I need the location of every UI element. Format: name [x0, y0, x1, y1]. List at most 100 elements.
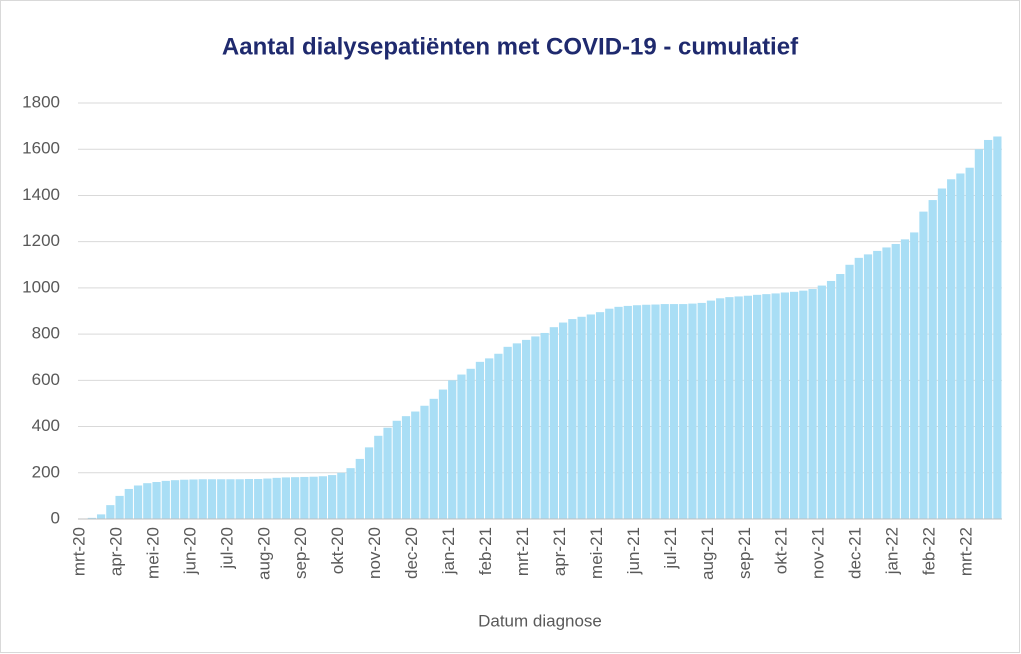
bar: [974, 149, 984, 519]
bar: [485, 358, 494, 519]
bar: [374, 435, 383, 519]
y-tick-label: 1200: [22, 231, 60, 250]
bar: [364, 447, 374, 519]
bar: [808, 289, 817, 519]
bar: [429, 398, 438, 519]
bar: [623, 305, 632, 519]
bar: [873, 250, 882, 519]
y-tick-label: 1400: [22, 185, 60, 204]
bar: [226, 479, 235, 519]
x-tick-label: apr-20: [106, 527, 125, 576]
y-tick-label: 1600: [22, 139, 60, 158]
bar: [198, 479, 207, 519]
x-tick-label: apr-21: [550, 527, 569, 576]
y-tick-label: 400: [32, 416, 60, 435]
x-tick-label: okt-21: [772, 527, 791, 574]
bar: [124, 488, 133, 519]
bar: [688, 303, 697, 519]
bar: [300, 476, 309, 519]
x-tick-label: jan-21: [439, 527, 458, 575]
bar: [928, 200, 937, 520]
bar: [309, 476, 318, 519]
x-tick-label: nov-21: [809, 527, 828, 579]
x-tick-label: feb-21: [476, 527, 495, 575]
bar: [919, 211, 928, 519]
bar: [189, 479, 198, 519]
x-tick-label: jun-21: [624, 527, 643, 575]
bar: [937, 188, 947, 519]
bar: [457, 374, 466, 519]
bar: [780, 292, 789, 519]
y-tick-label: 200: [32, 462, 60, 481]
bar: [355, 458, 364, 519]
y-tick-label: 1000: [22, 277, 60, 296]
bar: [558, 322, 568, 519]
bar: [448, 380, 457, 519]
bar: [327, 475, 337, 519]
y-tick-label: 1800: [22, 92, 60, 111]
bar: [614, 306, 623, 519]
bar: [170, 480, 180, 519]
bar: [706, 300, 716, 519]
bar: [133, 485, 143, 519]
bar: [401, 416, 411, 519]
bar: [392, 420, 401, 519]
bar: [254, 479, 263, 519]
bar: [96, 514, 106, 519]
bar: [947, 179, 956, 519]
bar: [466, 368, 475, 519]
bar: [318, 476, 327, 519]
x-tick-label: jun-20: [180, 527, 199, 575]
bar: [244, 479, 254, 519]
bar: [743, 295, 753, 519]
bar: [651, 304, 660, 519]
bar: [115, 495, 124, 519]
bar: [586, 314, 595, 519]
bar: [522, 339, 531, 519]
bar: [817, 285, 826, 519]
x-tick-label: sep-20: [291, 527, 310, 579]
bar: [420, 405, 429, 519]
bar: [716, 298, 725, 519]
bar: [854, 257, 863, 519]
bar: [826, 280, 836, 519]
bar: [568, 319, 577, 519]
bar: [679, 304, 688, 519]
bar: [642, 304, 651, 519]
bar: [87, 517, 96, 519]
bar: [632, 305, 642, 519]
bar: [577, 316, 586, 519]
bar: [836, 274, 845, 519]
x-tick-label: mrt-21: [513, 527, 532, 576]
bar: [152, 482, 161, 519]
bar: [272, 477, 281, 519]
x-tick-label: sep-21: [735, 527, 754, 579]
bar: [595, 312, 605, 519]
bar: [549, 327, 558, 519]
bar: [891, 243, 900, 519]
x-tick-label: okt-20: [328, 527, 347, 574]
bar: [697, 302, 706, 519]
bar: [346, 468, 355, 519]
bar: [383, 427, 392, 519]
x-tick-label: feb-22: [920, 527, 939, 575]
x-tick-label: dec-21: [846, 527, 865, 579]
bar: [789, 291, 799, 519]
bar: [956, 173, 965, 519]
bar: [984, 139, 993, 519]
bar: [725, 297, 734, 519]
bar: [106, 505, 115, 519]
bar: [217, 479, 226, 519]
bar: [762, 294, 771, 519]
bar: [411, 411, 420, 519]
y-tick-label: 0: [51, 508, 60, 527]
bar: [207, 479, 217, 519]
bar: [660, 304, 669, 519]
bar: [161, 480, 170, 519]
bar: [235, 479, 244, 519]
bar: [863, 254, 873, 519]
bar: [180, 479, 189, 519]
bar: [263, 478, 272, 519]
y-tick-label: 800: [32, 324, 60, 343]
x-tick-label: jul-21: [661, 527, 680, 570]
